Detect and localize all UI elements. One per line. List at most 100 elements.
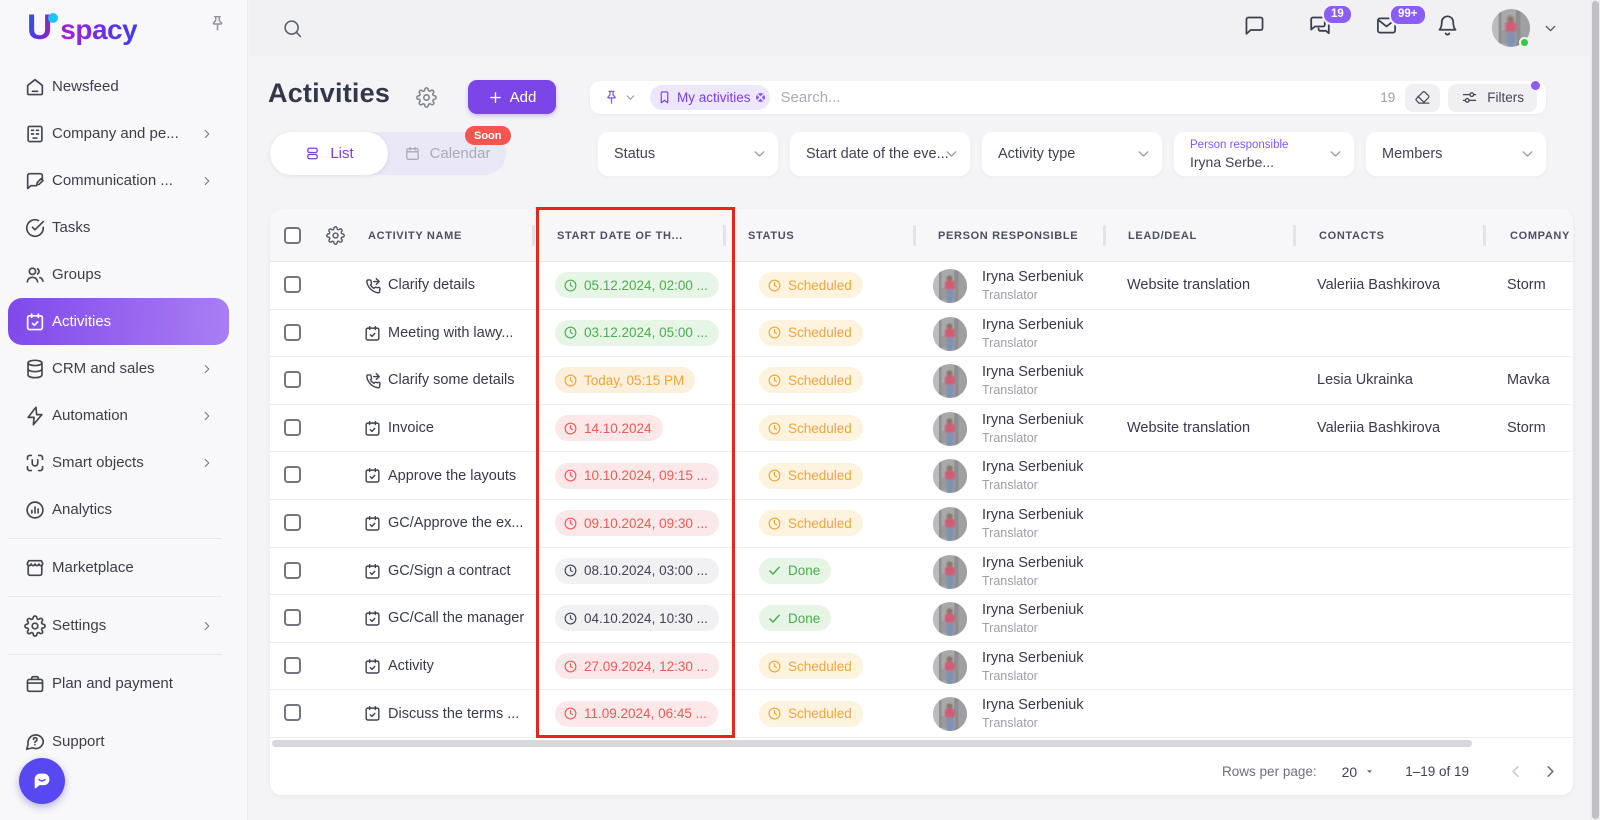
- table-row[interactable]: Clarify details 05.12.2024, 02:00 ... Sche…: [270, 262, 1573, 310]
- row-checkbox[interactable]: [284, 276, 301, 293]
- sidebar-item-support[interactable]: Support: [0, 718, 247, 765]
- filter-status[interactable]: Status: [598, 132, 778, 176]
- person-responsible-cell[interactable]: Iryna Serbeniuk Translator: [982, 364, 1084, 397]
- column-header-start-date-of-th[interactable]: START DATE OF TH...: [557, 229, 683, 242]
- next-page-icon[interactable]: [1541, 762, 1560, 781]
- person-responsible-cell[interactable]: Iryna Serbeniuk Translator: [982, 697, 1084, 730]
- sidebar-item-groups[interactable]: Groups: [0, 251, 247, 298]
- page-settings-gear-icon[interactable]: [416, 87, 437, 108]
- select-all-checkbox[interactable]: [284, 227, 301, 244]
- support-chat-button[interactable]: [19, 758, 65, 804]
- column-header-contacts[interactable]: CONTACTS: [1319, 229, 1385, 242]
- filter-members[interactable]: Members: [1366, 132, 1546, 176]
- row-checkbox[interactable]: [284, 609, 301, 627]
- contact-cell[interactable]: Valeriia Bashkirova: [1317, 420, 1441, 437]
- table-row[interactable]: Clarify some details Today, 05:15 PM Sched…: [270, 357, 1573, 405]
- table-row[interactable]: Discuss the terms ... 11.09.2024, 06:45 .…: [270, 690, 1573, 738]
- lead-deal-cell[interactable]: Website translation: [1127, 277, 1251, 294]
- user-avatar[interactable]: [1492, 9, 1530, 48]
- sidebar-item-company[interactable]: Company and pe...: [0, 110, 247, 157]
- filter-person-responsible[interactable]: Person responsible Iryna Serbe...: [1174, 132, 1354, 176]
- table-row[interactable]: GC/Call the manager 04.10.2024, 10:30 ...…: [270, 595, 1573, 643]
- person-responsible-cell[interactable]: Iryna Serbeniuk Translator: [982, 555, 1084, 588]
- row-checkbox[interactable]: [284, 323, 301, 341]
- column-header-person-responsible[interactable]: PERSON RESPONSIBLE: [938, 229, 1079, 242]
- sidebar-item-marketplace[interactable]: Marketplace: [0, 544, 247, 591]
- previous-page-icon[interactable]: [1506, 762, 1525, 781]
- column-resize-handle[interactable]: [913, 225, 916, 246]
- contact-cell[interactable]: Valeriia Bashkirova: [1317, 277, 1441, 294]
- sidebar-pin-icon[interactable]: [208, 14, 227, 33]
- activity-name[interactable]: GC/Sign a contract: [388, 562, 511, 579]
- profile-chevron-icon[interactable]: [1542, 20, 1559, 37]
- row-checkbox[interactable]: [284, 656, 301, 674]
- row-checkbox[interactable]: [284, 704, 301, 722]
- sidebar-item-crm[interactable]: CRM and sales: [0, 345, 247, 392]
- search-input[interactable]: Search...: [780, 89, 841, 106]
- messenger-icon[interactable]: 19: [1308, 3, 1353, 43]
- feedback-chat-icon[interactable]: [1243, 14, 1266, 42]
- column-header-status[interactable]: STATUS: [748, 229, 795, 242]
- person-responsible-cell[interactable]: Iryna Serbeniuk Translator: [982, 650, 1084, 683]
- sidebar-item-settings[interactable]: Settings: [0, 602, 247, 649]
- sidebar-item-activities[interactable]: Activities: [8, 298, 229, 345]
- company-cell[interactable]: Storm: [1507, 420, 1546, 437]
- person-responsible-cell[interactable]: Iryna Serbeniuk Translator: [982, 459, 1084, 492]
- window-scrollbar-thumb[interactable]: [1592, 1, 1599, 819]
- activity-name[interactable]: Discuss the terms ...: [388, 705, 520, 722]
- column-header-company[interactable]: COMPANY: [1510, 229, 1571, 242]
- row-checkbox[interactable]: [284, 466, 301, 484]
- activity-name[interactable]: Approve the layouts: [388, 467, 517, 484]
- search-icon[interactable]: [282, 18, 303, 39]
- column-resize-handle[interactable]: [1293, 225, 1296, 246]
- activity-name[interactable]: Meeting with lawy...: [388, 324, 514, 341]
- my-activities-chip[interactable]: My activities: [650, 85, 770, 110]
- person-responsible-cell[interactable]: Iryna Serbeniuk Translator: [982, 412, 1084, 445]
- tab-list[interactable]: List: [270, 132, 388, 175]
- row-checkbox[interactable]: [284, 371, 301, 389]
- filter-activity-type[interactable]: Activity type: [982, 132, 1162, 176]
- company-cell[interactable]: Storm: [1507, 277, 1546, 294]
- person-responsible-cell[interactable]: Iryna Serbeniuk Translator: [982, 507, 1084, 540]
- mail-icon[interactable]: 99+: [1375, 4, 1427, 42]
- sidebar-item-smart-objects[interactable]: Smart objects: [0, 439, 247, 486]
- sidebar-item-automation[interactable]: Automation: [0, 392, 247, 439]
- tab-calendar[interactable]: Calendar: [388, 132, 506, 175]
- pin-filter-icon[interactable]: [603, 89, 620, 106]
- table-row[interactable]: Approve the layouts 10.10.2024, 09:15 ...…: [270, 452, 1573, 500]
- table-row[interactable]: Meeting with lawy... 03.12.2024, 05:00 ..…: [270, 310, 1573, 358]
- uspacy-logo[interactable]: U spacy: [27, 10, 138, 46]
- sidebar-item-communication[interactable]: Communication ...: [0, 157, 247, 204]
- row-checkbox[interactable]: [284, 418, 301, 436]
- table-row[interactable]: Invoice 14.10.2024 Scheduled Iryna Serbeniu…: [270, 405, 1573, 453]
- column-resize-handle[interactable]: [532, 225, 535, 246]
- company-cell[interactable]: Mavka: [1507, 372, 1550, 389]
- table-row[interactable]: GC/Approve the ex... 09.10.2024, 09:30 ..…: [270, 500, 1573, 548]
- person-responsible-cell[interactable]: Iryna Serbeniuk Translator: [982, 317, 1084, 350]
- table-row[interactable]: GC/Sign a contract 08.10.2024, 03:00 ... D…: [270, 548, 1573, 596]
- contact-cell[interactable]: Lesia Ukrainka: [1317, 372, 1413, 389]
- activity-name[interactable]: Clarify some details: [388, 372, 515, 389]
- column-resize-handle[interactable]: [1483, 225, 1486, 246]
- add-button[interactable]: Add: [468, 80, 556, 114]
- column-header-activity-name[interactable]: ACTIVITY NAME: [368, 229, 462, 242]
- filters-button[interactable]: Filters: [1448, 80, 1540, 112]
- sidebar-item-plan-payment[interactable]: Plan and payment: [0, 660, 247, 707]
- row-checkbox[interactable]: [284, 561, 301, 579]
- column-header-lead-deal[interactable]: LEAD/DEAL: [1128, 229, 1197, 242]
- sidebar-item-tasks[interactable]: Tasks: [0, 204, 247, 251]
- horizontal-scrollbar-thumb[interactable]: [272, 740, 1472, 747]
- search-bar[interactable]: My activities Search... 19 Filters: [590, 80, 1546, 114]
- sidebar-item-analytics[interactable]: Analytics: [0, 486, 247, 533]
- table-row[interactable]: Activity 27.09.2024, 12:30 ... Scheduled Ir…: [270, 643, 1573, 691]
- person-responsible-cell[interactable]: Iryna Serbeniuk Translator: [982, 602, 1084, 635]
- activity-name[interactable]: GC/Call the manager: [388, 610, 525, 627]
- notifications-bell-icon[interactable]: [1436, 14, 1459, 42]
- activity-name[interactable]: Clarify details: [388, 277, 476, 294]
- column-resize-handle[interactable]: [723, 225, 726, 246]
- clear-filters-button[interactable]: [1405, 83, 1441, 112]
- row-checkbox[interactable]: [284, 513, 301, 531]
- column-resize-handle[interactable]: [1103, 225, 1106, 246]
- rows-per-page-select[interactable]: 20: [1342, 764, 1376, 780]
- activity-name[interactable]: Invoice: [388, 420, 434, 437]
